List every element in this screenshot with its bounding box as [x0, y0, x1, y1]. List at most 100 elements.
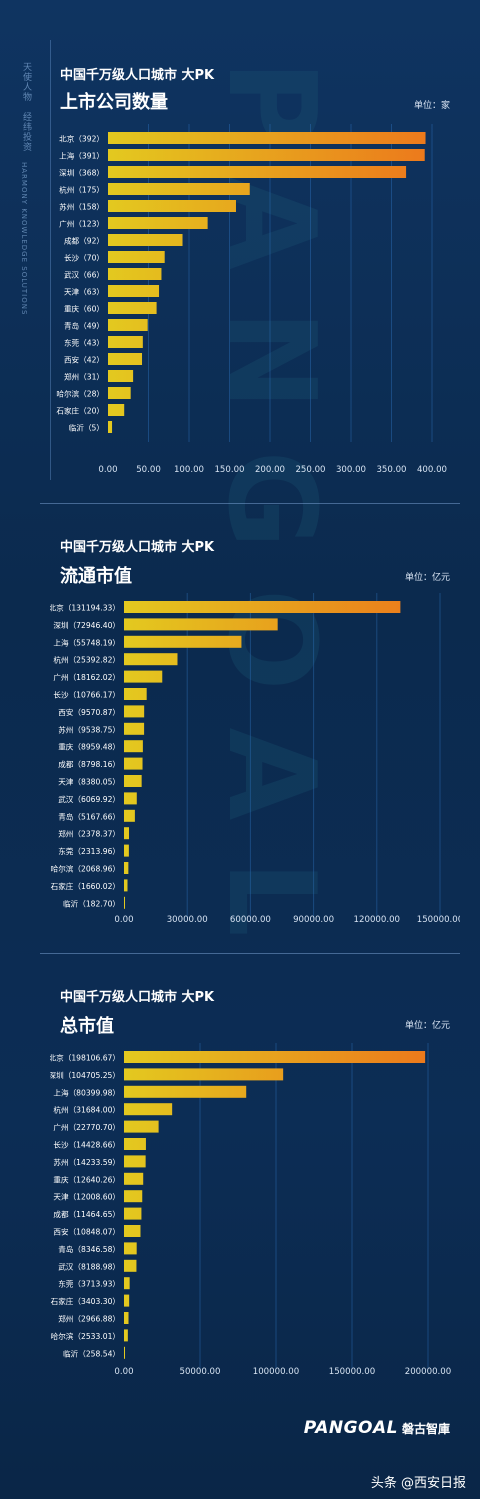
bar-重庆	[124, 740, 143, 753]
footer-logo: PANGOAL 磐古智庫	[304, 1418, 450, 1438]
x-tick-label: 350.00	[376, 465, 406, 475]
bar-天津	[108, 285, 160, 297]
bar-北京	[124, 601, 401, 613]
chart-panel-float-market-cap: 中国千万级人口城市 大PK 流通市值 单位：亿元 北京（131194.33） 深圳…	[50, 530, 460, 940]
category-label: 重庆（8959.48）	[58, 742, 120, 752]
bar-深圳	[108, 166, 407, 178]
chart3-unit: 单位：亿元	[404, 1021, 450, 1031]
category-label: 深圳（104705.25）	[50, 1070, 120, 1080]
bar-石家庄	[124, 1294, 130, 1307]
bar-临沂	[108, 421, 113, 433]
bar-长沙	[124, 688, 147, 700]
x-tick-label: 100000.00	[253, 1367, 299, 1377]
bar-青岛	[124, 809, 135, 822]
bar-成都	[108, 234, 183, 246]
category-label: 北京（392）	[59, 134, 104, 144]
category-label: 石家庄（3403.30）	[51, 1296, 120, 1306]
category-label: 临沂（5）	[69, 423, 104, 433]
category-label: 天津（12008.60）	[53, 1193, 120, 1202]
bar-苏州	[108, 200, 236, 212]
category-label: 成都（92）	[64, 236, 104, 246]
bar-西安	[124, 705, 145, 718]
chart3-svg: 北京（198106.67） 深圳（104705.25） 上海（80399.98） 杭州…	[50, 1043, 451, 1377]
x-tick-label: 50.00	[136, 465, 161, 475]
category-label: 天津（63）	[64, 288, 104, 297]
bar-上海	[124, 635, 242, 648]
x-tick-label: 0.00	[114, 1367, 133, 1377]
category-label: 上海（55748.19）	[53, 637, 120, 647]
bar-重庆	[108, 302, 157, 314]
bar-北京	[124, 1051, 426, 1063]
bar-重庆	[124, 1172, 144, 1185]
bar-广州	[108, 217, 208, 229]
category-label: 天津（8380.05）	[58, 778, 120, 787]
category-label: 成都（11464.65）	[53, 1209, 120, 1219]
bar-长沙	[108, 251, 165, 263]
category-label: 哈尔滨（2533.01）	[51, 1331, 120, 1341]
category-label: 杭州（31684.00）	[53, 1105, 120, 1115]
category-label: 临沂（258.54）	[63, 1348, 120, 1358]
bar-天津	[124, 1190, 143, 1203]
category-label: 北京（131194.33）	[50, 603, 120, 613]
category-label: 长沙（70）	[64, 253, 104, 263]
category-label: 石家庄（20）	[56, 406, 104, 416]
category-label: 杭州（25392.82）	[53, 655, 120, 665]
bar-哈尔滨	[108, 387, 131, 399]
category-label: 东莞（2313.96）	[58, 846, 120, 856]
bar-武汉	[124, 792, 137, 805]
x-tick-label: 120000.00	[354, 915, 400, 925]
bar-广州	[124, 670, 163, 683]
chart1-supertitle: 中国千万级人口城市 大PK	[60, 68, 215, 83]
chart3-supertitle: 中国千万级人口城市 大PK	[60, 990, 215, 1005]
bar-深圳	[124, 1068, 284, 1081]
bar-郑州	[124, 827, 130, 840]
bar-北京	[108, 132, 426, 144]
bar-西安	[108, 353, 143, 365]
category-label: 西安（9570.87）	[58, 707, 120, 717]
x-tick-label: 400.00	[417, 465, 447, 475]
category-label: 北京（198106.67）	[50, 1053, 120, 1063]
logo-chinese: 磐古智庫	[401, 1421, 450, 1436]
bar-成都	[124, 1207, 142, 1220]
category-label: 广州（123）	[59, 219, 104, 229]
chart1-unit: 单位：家	[413, 101, 450, 111]
category-label: 上海（80399.98）	[53, 1087, 120, 1097]
category-label: 杭州（175）	[59, 185, 104, 195]
bar-杭州	[108, 183, 250, 195]
category-label: 郑州（2966.88）	[58, 1314, 120, 1324]
bar-苏州	[124, 722, 145, 735]
x-tick-label: 150.00	[214, 465, 244, 475]
left-divider-line	[50, 40, 51, 480]
x-tick-label: 50000.00	[179, 1367, 220, 1377]
bar-武汉	[108, 268, 162, 280]
chart2-supertitle: 中国千万级人口城市 大PK	[60, 540, 215, 555]
category-label: 石家庄（1660.02）	[51, 881, 120, 891]
x-tick-label: 0.00	[98, 465, 117, 475]
chart2-svg: 北京（131194.33） 深圳（72946.40） 上海（55748.19） 杭州（…	[50, 593, 460, 925]
chart-panel-total-market-cap: 中国千万级人口城市 大PK 总市值 单位：亿元 北京（198106.67） 深圳（…	[50, 980, 460, 1390]
category-label: 东莞（43）	[64, 338, 104, 348]
chart-panel-listed-companies: 中国千万级人口城市 大PK 上市公司数量 单位：家 北京（392） 上海（391）…	[50, 60, 460, 500]
category-label: 郑州（2378.37）	[58, 829, 120, 839]
category-label: 临沂（182.70）	[63, 898, 120, 908]
x-tick-label: 150000.00	[417, 915, 460, 925]
category-label: 苏州（14233.59）	[53, 1157, 120, 1167]
category-label: 哈尔滨（2068.96）	[51, 864, 120, 874]
category-label: 哈尔滨（28）	[56, 389, 104, 399]
bar-天津	[124, 775, 142, 787]
x-tick-label: 30000.00	[167, 915, 208, 925]
category-label: 成都（8798.16）	[58, 759, 120, 769]
bar-长沙	[124, 1138, 146, 1150]
bar-杭州	[124, 653, 178, 666]
bar-上海	[108, 149, 425, 161]
category-label: 西安（10848.07）	[53, 1227, 120, 1237]
bar-哈尔滨	[124, 862, 129, 874]
bar-东莞	[124, 844, 129, 857]
bar-苏州	[124, 1155, 146, 1168]
category-label: 武汉（8188.98）	[58, 1261, 120, 1271]
bar-青岛	[124, 1242, 137, 1255]
x-tick-label: 60000.00	[230, 915, 271, 925]
source-credit: 头条 @西安日报	[370, 1476, 466, 1491]
category-label: 青岛（49）	[64, 321, 104, 331]
bar-上海	[124, 1085, 247, 1098]
